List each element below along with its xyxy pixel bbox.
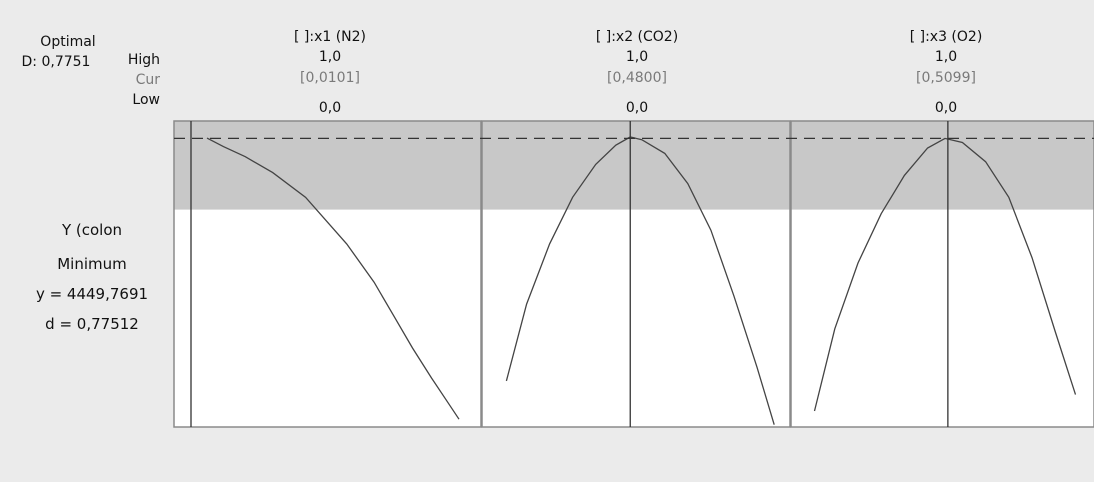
response-d-value: d = 0,77512 xyxy=(45,315,139,333)
panel-3-low-value: 0,0 xyxy=(934,100,958,116)
response-name: Y (colon xyxy=(61,221,123,239)
panel-2-high-value: 1,0 xyxy=(625,49,649,65)
response-y-value: y = 4449,7691 xyxy=(35,285,149,303)
panel-2-low-value: 0,0 xyxy=(625,100,649,116)
panel-1-current-value: [0,0101] xyxy=(300,70,360,86)
cur-row-label: Cur xyxy=(135,72,160,88)
low-row-label: Low xyxy=(132,92,160,108)
panel-3-frame xyxy=(790,120,1094,428)
panel-2-frame xyxy=(481,120,791,428)
panel-2-factor-label: [ ]:x2 (CO2) xyxy=(595,29,679,45)
panel-3-current-value: [0,5099] xyxy=(916,70,976,86)
response-goal: Minimum xyxy=(57,255,127,273)
panel-2-current-value: [0,4800] xyxy=(607,70,667,86)
panel-3-factor-label: [ ]:x3 (O2) xyxy=(909,29,983,45)
optimal-d-value: D: 0,7751 xyxy=(21,54,91,70)
shaded-band xyxy=(174,121,1094,210)
panel-3-high-value: 1,0 xyxy=(934,49,958,65)
panel-1-low-value: 0,0 xyxy=(318,100,342,116)
panel-1-frame xyxy=(173,120,482,428)
panel-1-desirability-curve xyxy=(206,137,460,420)
optimal-label: Optimal xyxy=(40,34,96,50)
high-row-label: High xyxy=(127,52,160,68)
panel-2-desirability-curve xyxy=(505,136,775,425)
panel-1-factor-label: [ ]:x1 (N2) xyxy=(293,29,367,45)
panel-3-desirability-curve xyxy=(813,137,1077,412)
panel-1-high-value: 1,0 xyxy=(318,49,342,65)
